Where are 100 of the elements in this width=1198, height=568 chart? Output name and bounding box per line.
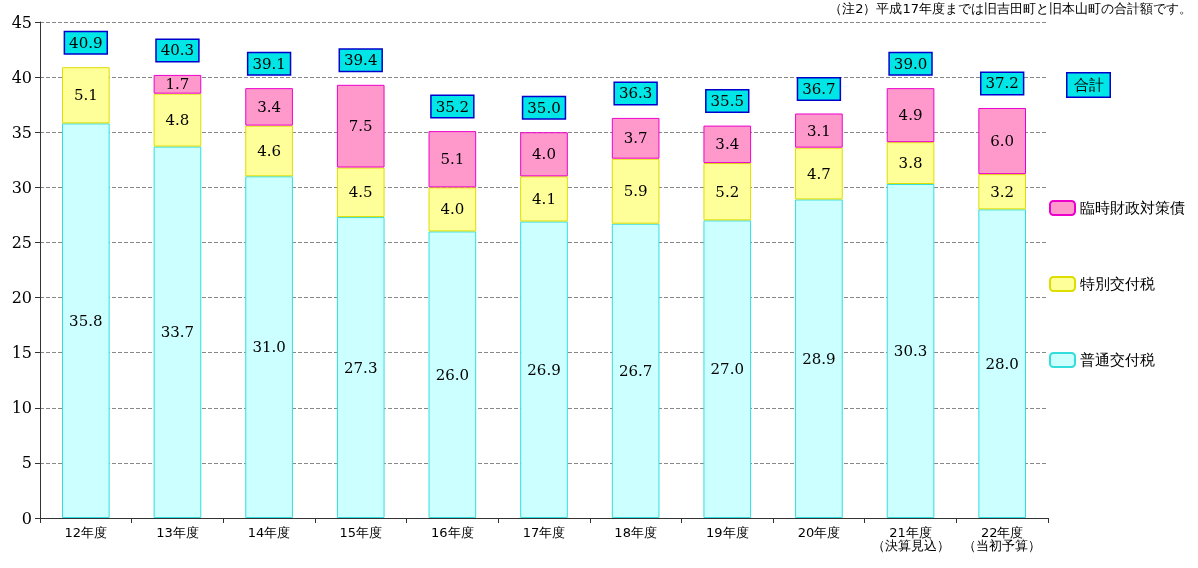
y-tick-label: 5: [21, 453, 32, 473]
y-tick-label: 40: [11, 67, 32, 87]
data-label: 5.1: [73, 86, 98, 105]
x-tick-label: 21年度（決算見込）: [871, 525, 950, 553]
data-label: 5.1: [440, 150, 465, 169]
data-label: 27.0: [710, 360, 744, 379]
bar: [978, 174, 1027, 210]
total-label: 35.5: [710, 92, 744, 111]
text: 合計: [1073, 76, 1104, 94]
data-label: 3.1: [806, 121, 831, 140]
bar: [520, 221, 568, 518]
x-tick-label: 17年度: [522, 525, 566, 540]
bar: [336, 217, 385, 518]
total-label: 36.3: [618, 84, 653, 103]
bar: [795, 147, 843, 200]
y-tick-label: 30: [11, 177, 32, 197]
bar: [61, 123, 110, 518]
data-label: 26.7: [618, 361, 653, 380]
data-label: 4.9: [898, 106, 923, 125]
y-tick-label: 25: [11, 232, 32, 252]
total-label: 39.4: [344, 51, 378, 70]
y-tick-label: 35: [11, 122, 32, 142]
x-tick-label: 14年度: [247, 525, 291, 540]
bar: [978, 107, 1027, 175]
bar: [428, 187, 477, 232]
x-tick-label: 18年度: [614, 525, 657, 540]
bar: [703, 163, 752, 221]
bar: [153, 74, 202, 94]
data-label: 3.8: [898, 154, 923, 173]
bar: [153, 93, 202, 147]
data-label: 4.8: [165, 111, 190, 130]
total-label: 40.9: [69, 33, 103, 52]
x-tick-label: 12年度: [64, 525, 108, 540]
data-label: 4.7: [806, 164, 831, 183]
data-label: 28.0: [985, 354, 1019, 373]
bar: [611, 117, 660, 159]
data-label: 3.4: [257, 97, 282, 116]
data-label: 27.3: [344, 358, 378, 377]
data-label: 4.1: [532, 189, 556, 208]
bar: [428, 131, 477, 188]
data-label: 7.5: [348, 117, 373, 136]
bar: [336, 167, 385, 218]
x-tick-label: 16年度: [431, 525, 474, 540]
bar: [886, 88, 935, 143]
data-label: 26.0: [435, 365, 470, 384]
total-label: 35.2: [435, 97, 470, 116]
data-label: 5.9: [623, 182, 648, 201]
bar: [703, 220, 752, 518]
bar: [428, 231, 477, 518]
data-label: 6.0: [990, 132, 1015, 151]
bar: [978, 209, 1027, 518]
bar: [245, 88, 293, 126]
x-tick-label: 20年度: [797, 525, 841, 540]
x-tick-label: 15年度: [339, 525, 382, 540]
bar: [611, 223, 660, 518]
data-label: 1.7: [165, 75, 190, 94]
data-label: 33.7: [160, 323, 195, 342]
x-tick-label: 22年度（当初予算）: [963, 525, 1042, 553]
y-tick-label: 10: [11, 398, 32, 418]
bar: [795, 113, 843, 148]
data-label: 28.9: [802, 349, 836, 368]
x-tick-label: 19年度: [706, 525, 749, 540]
data-label: 26.9: [527, 360, 561, 379]
legend-label: 普通交付税: [1080, 351, 1155, 369]
y-tick-label: 45: [11, 12, 32, 32]
bar: [245, 125, 293, 177]
bar: [795, 199, 843, 518]
data-label: 3.4: [715, 135, 740, 154]
total-label: 39.0: [893, 54, 928, 73]
legend-label: 臨時財政対策債: [1080, 199, 1185, 217]
bar: [703, 125, 752, 164]
y-tick-label: 20: [11, 288, 32, 308]
x-tick-label: 13年度: [156, 525, 199, 540]
total-label: 40.3: [160, 41, 195, 60]
bar: [886, 142, 935, 185]
data-label: 4.0: [532, 145, 556, 164]
bar: [245, 176, 293, 518]
bar: [336, 84, 385, 168]
data-label: 35.8: [69, 311, 103, 330]
y-tick-label: 15: [11, 343, 32, 363]
bar: [520, 176, 568, 222]
data-label: 3.7: [623, 129, 648, 148]
bar: [611, 158, 660, 224]
total-label: 36.7: [802, 79, 836, 98]
data-label: 31.0: [252, 338, 286, 357]
bar: [520, 132, 568, 177]
legend-label: 特別交付税: [1080, 275, 1155, 293]
data-label: 4.6: [257, 141, 282, 160]
data-label: 30.3: [893, 342, 928, 361]
bar: [61, 67, 110, 124]
total-label: 39.1: [252, 54, 286, 73]
data-label: 5.2: [715, 182, 740, 201]
bar: [886, 184, 935, 518]
data-label: 3.2: [990, 182, 1015, 201]
data-label: 4.0: [440, 200, 465, 219]
data-label: 4.5: [348, 183, 373, 202]
total-label: 37.2: [985, 74, 1019, 93]
total-label: 35.0: [527, 98, 561, 117]
text: （注2）平成17年度までは旧吉田町と旧本山町の合計額です。: [829, 1, 1193, 16]
y-tick-label: 0: [21, 508, 32, 528]
